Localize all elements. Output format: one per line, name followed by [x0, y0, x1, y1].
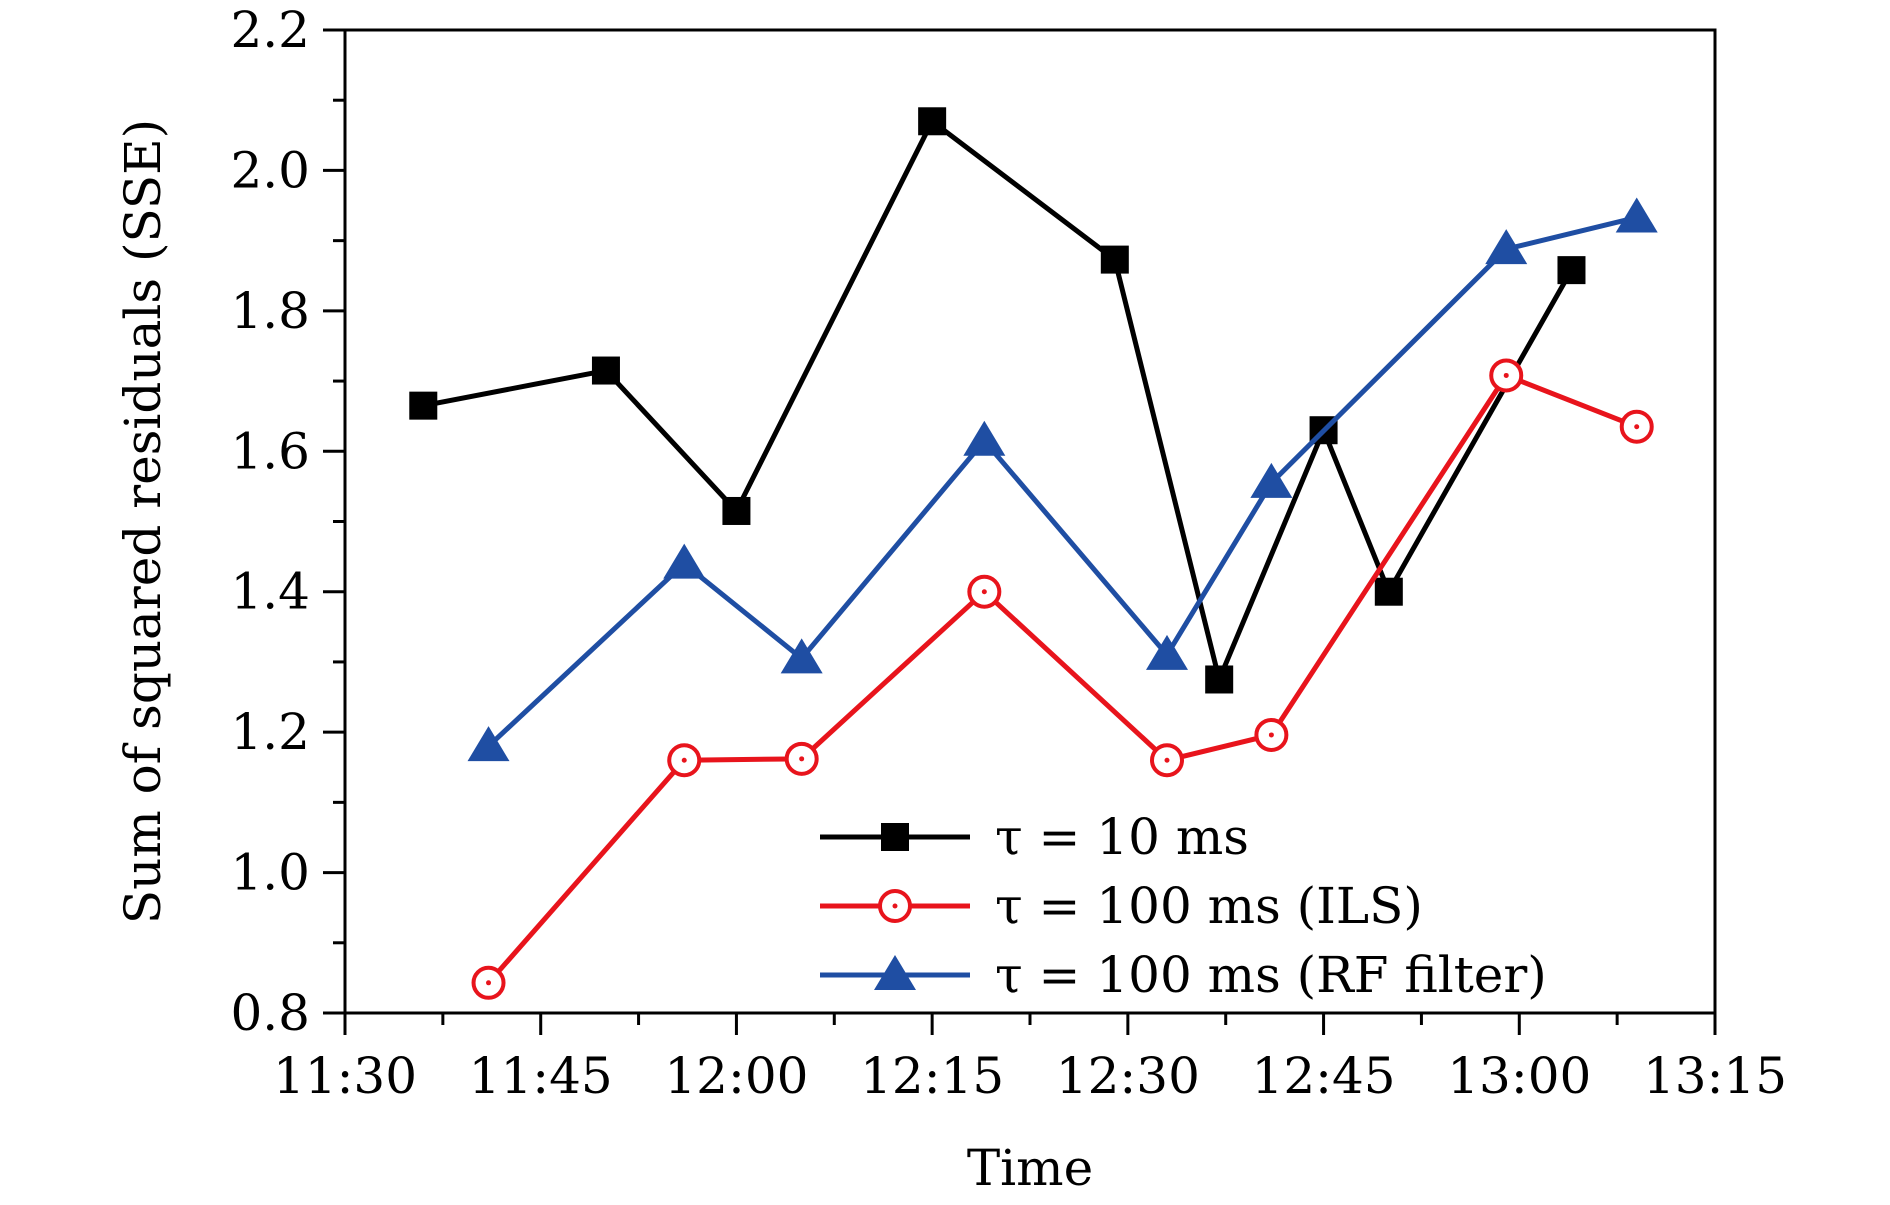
data-point-center-dot — [486, 980, 492, 986]
series-line — [486, 372, 1638, 985]
y-tick-label: 1.2 — [230, 703, 310, 761]
data-point-triangle — [1250, 462, 1293, 498]
data-point-triangle — [467, 726, 510, 762]
legend: τ = 10 ms τ = 100 ms (ILS) τ = 100 ms (RF … — [820, 808, 1547, 1004]
data-point-square — [1557, 256, 1586, 285]
data-point-center-dot — [892, 903, 898, 909]
y-tick-label: 1.6 — [230, 422, 310, 480]
data-point-center-dot — [681, 757, 687, 763]
legend-label: τ = 10 ms — [995, 808, 1249, 866]
data-point-square — [409, 391, 438, 420]
y-tick-label: 2.2 — [230, 1, 310, 59]
x-tick-label: 11:30 — [273, 1047, 417, 1105]
data-point-center-dot — [1268, 732, 1274, 738]
y-axis-title: Sum of squared residuals (SSE) — [114, 119, 172, 924]
data-point-triangle — [780, 638, 823, 674]
legend-entry-0: τ = 10 ms — [820, 808, 1249, 866]
data-point-triangle — [874, 955, 916, 990]
series-line — [486, 215, 1638, 749]
data-point-center-dot — [981, 589, 987, 595]
data-point-center-dot — [1634, 424, 1640, 430]
y-tick-label: 1.8 — [230, 282, 310, 340]
ticks-layer: 11:30 11:45 12:00 12:15 12:30 12:45 13:00 13:15… — [230, 1, 1787, 1105]
legend-label: τ = 100 ms (RF filter) — [995, 946, 1547, 1004]
x-tick-label: 13:00 — [1447, 1047, 1591, 1105]
data-point-triangle — [1615, 197, 1658, 233]
legend-entry-1: τ = 100 ms (ILS) — [820, 877, 1423, 935]
data-point-square — [722, 496, 751, 525]
series-0 — [409, 107, 1586, 694]
data-point-square — [1205, 665, 1234, 694]
y-tick-label: 1.0 — [230, 844, 310, 902]
x-tick-label: 12:00 — [664, 1047, 808, 1105]
x-tick-label: 11:45 — [469, 1047, 613, 1105]
data-point-center-dot — [1503, 372, 1509, 378]
data-point-square — [881, 823, 909, 851]
data-point-center-dot — [799, 756, 805, 762]
data-point-square — [1374, 577, 1403, 606]
x-tick-label: 12:30 — [1056, 1047, 1200, 1105]
x-tick-label: 12:15 — [860, 1047, 1004, 1105]
data-point-square — [591, 356, 620, 385]
data-point-square — [1100, 245, 1129, 274]
data-point-triangle — [1485, 229, 1528, 265]
data-point-square — [918, 107, 947, 136]
x-tick-label: 12:45 — [1252, 1047, 1396, 1105]
x-tick-label: 13:15 — [1643, 1047, 1787, 1105]
data-point-triangle — [663, 543, 706, 579]
data-point-triangle — [963, 420, 1006, 456]
data-point-triangle — [1146, 634, 1188, 670]
y-tick-label: 2.0 — [230, 141, 310, 199]
series-layer — [409, 107, 1658, 1000]
y-tick-label: 1.4 — [230, 563, 310, 621]
x-axis-title: Time — [967, 1139, 1093, 1197]
y-tick-label: 0.8 — [230, 984, 310, 1042]
legend-entry-2: τ = 100 ms (RF filter) — [820, 946, 1547, 1004]
data-point-center-dot — [1164, 757, 1170, 763]
series-1 — [471, 358, 1654, 1000]
legend-label: τ = 100 ms (ILS) — [995, 877, 1423, 935]
series-2 — [467, 197, 1658, 762]
